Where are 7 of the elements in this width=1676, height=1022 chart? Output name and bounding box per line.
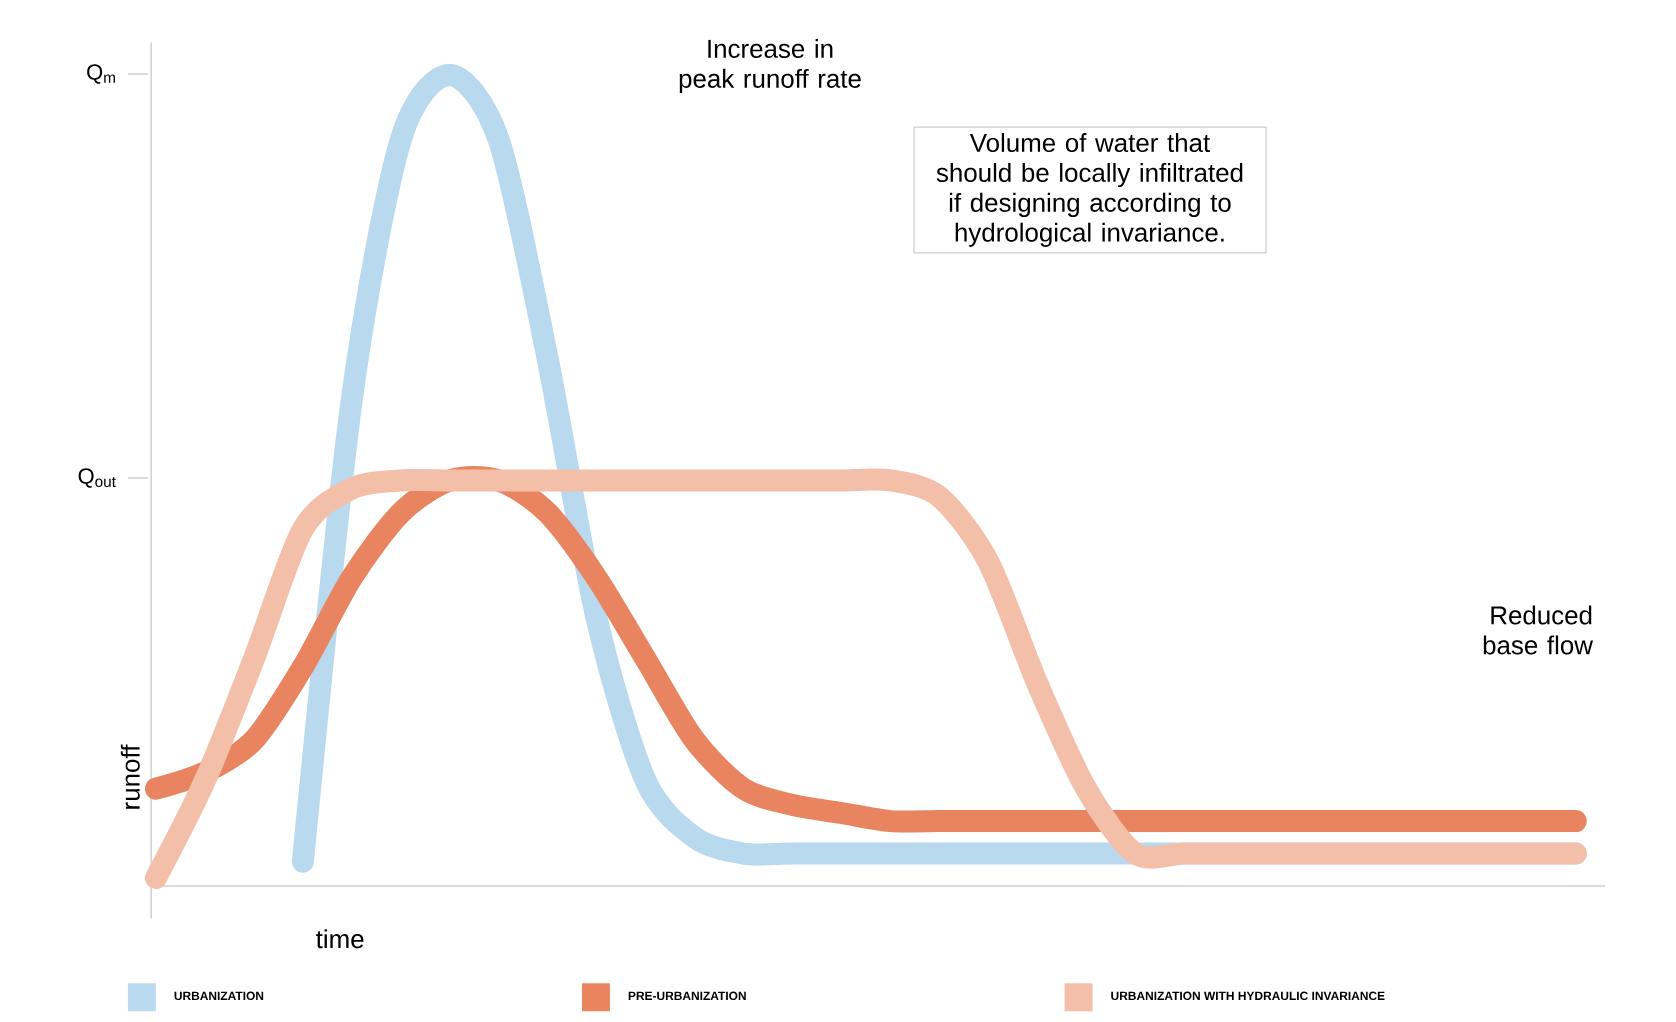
x-axis-title: time [316,929,364,949]
annotation: Volume of water that should be locally infiltrated if designing according to hydrological invariance. [936,133,1243,247]
text: Q$_{out}$ [78,468,116,488]
annotation: Reduced base flow [1483,605,1594,655]
text: Q$_{m}$ [87,64,115,84]
annotation: Increase in peak runoff rate [679,38,861,93]
y-axis-title: runoff [120,744,140,809]
